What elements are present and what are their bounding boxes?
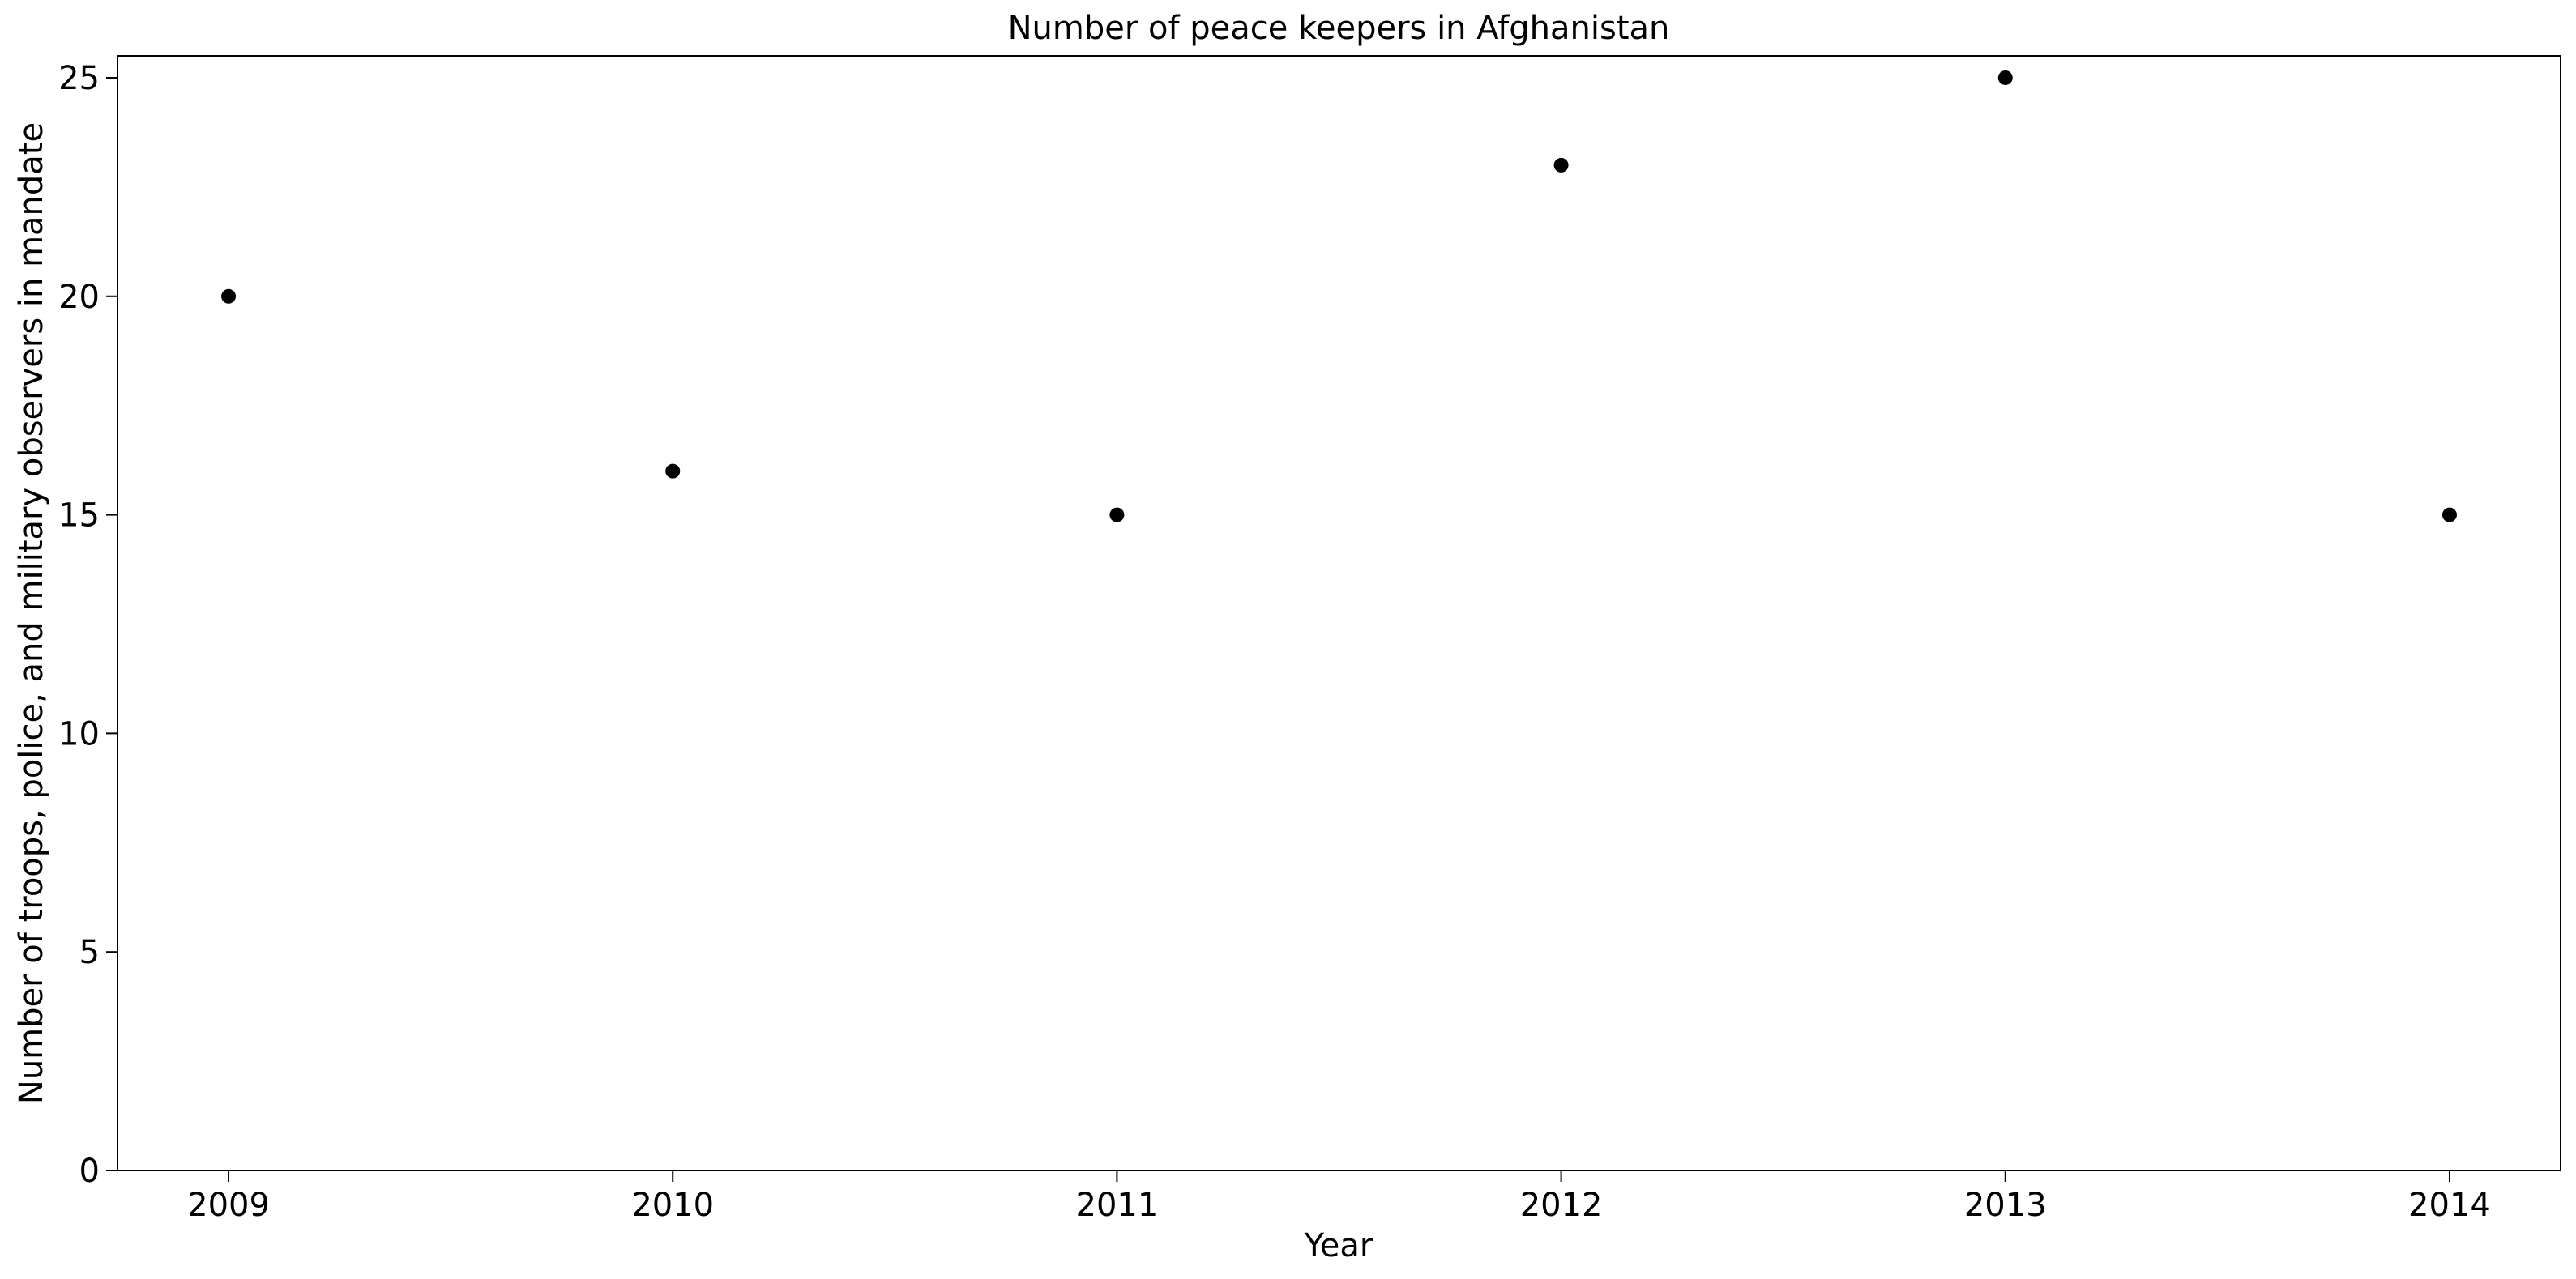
data-point bbox=[2441, 507, 2457, 522]
y-tick-label: 10 bbox=[58, 715, 100, 752]
x-axis-label: Year bbox=[1304, 1227, 1373, 1264]
data-points bbox=[221, 70, 2457, 522]
x-tick-label: 2010 bbox=[631, 1187, 714, 1224]
x-tick-label: 2011 bbox=[1076, 1187, 1159, 1224]
y-tick-label: 15 bbox=[58, 497, 100, 535]
y-axis-ticks: 0 5 10 15 20 25 bbox=[58, 60, 117, 1190]
x-axis-ticks: 2009 2010 2011 2012 2013 2014 bbox=[187, 1170, 2491, 1224]
y-tick-label: 0 bbox=[79, 1153, 100, 1190]
data-point bbox=[1553, 157, 1569, 173]
y-tick-label: 20 bbox=[58, 279, 100, 316]
y-axis-label: Number of troops, police, and military o… bbox=[13, 122, 50, 1104]
x-tick-label: 2012 bbox=[1520, 1187, 1603, 1224]
data-point bbox=[1109, 507, 1125, 522]
x-tick-label: 2009 bbox=[187, 1187, 270, 1224]
x-tick-label: 2013 bbox=[1964, 1187, 2047, 1224]
y-tick-label: 25 bbox=[58, 60, 100, 97]
plot-frame bbox=[117, 55, 2561, 1171]
data-point bbox=[1997, 70, 2013, 85]
data-point bbox=[221, 288, 237, 304]
y-tick-label: 5 bbox=[79, 934, 100, 971]
x-tick-label: 2014 bbox=[2408, 1187, 2491, 1224]
data-point bbox=[665, 463, 681, 479]
chart-title: Number of peace keepers in Afghanistan bbox=[1008, 10, 1670, 47]
